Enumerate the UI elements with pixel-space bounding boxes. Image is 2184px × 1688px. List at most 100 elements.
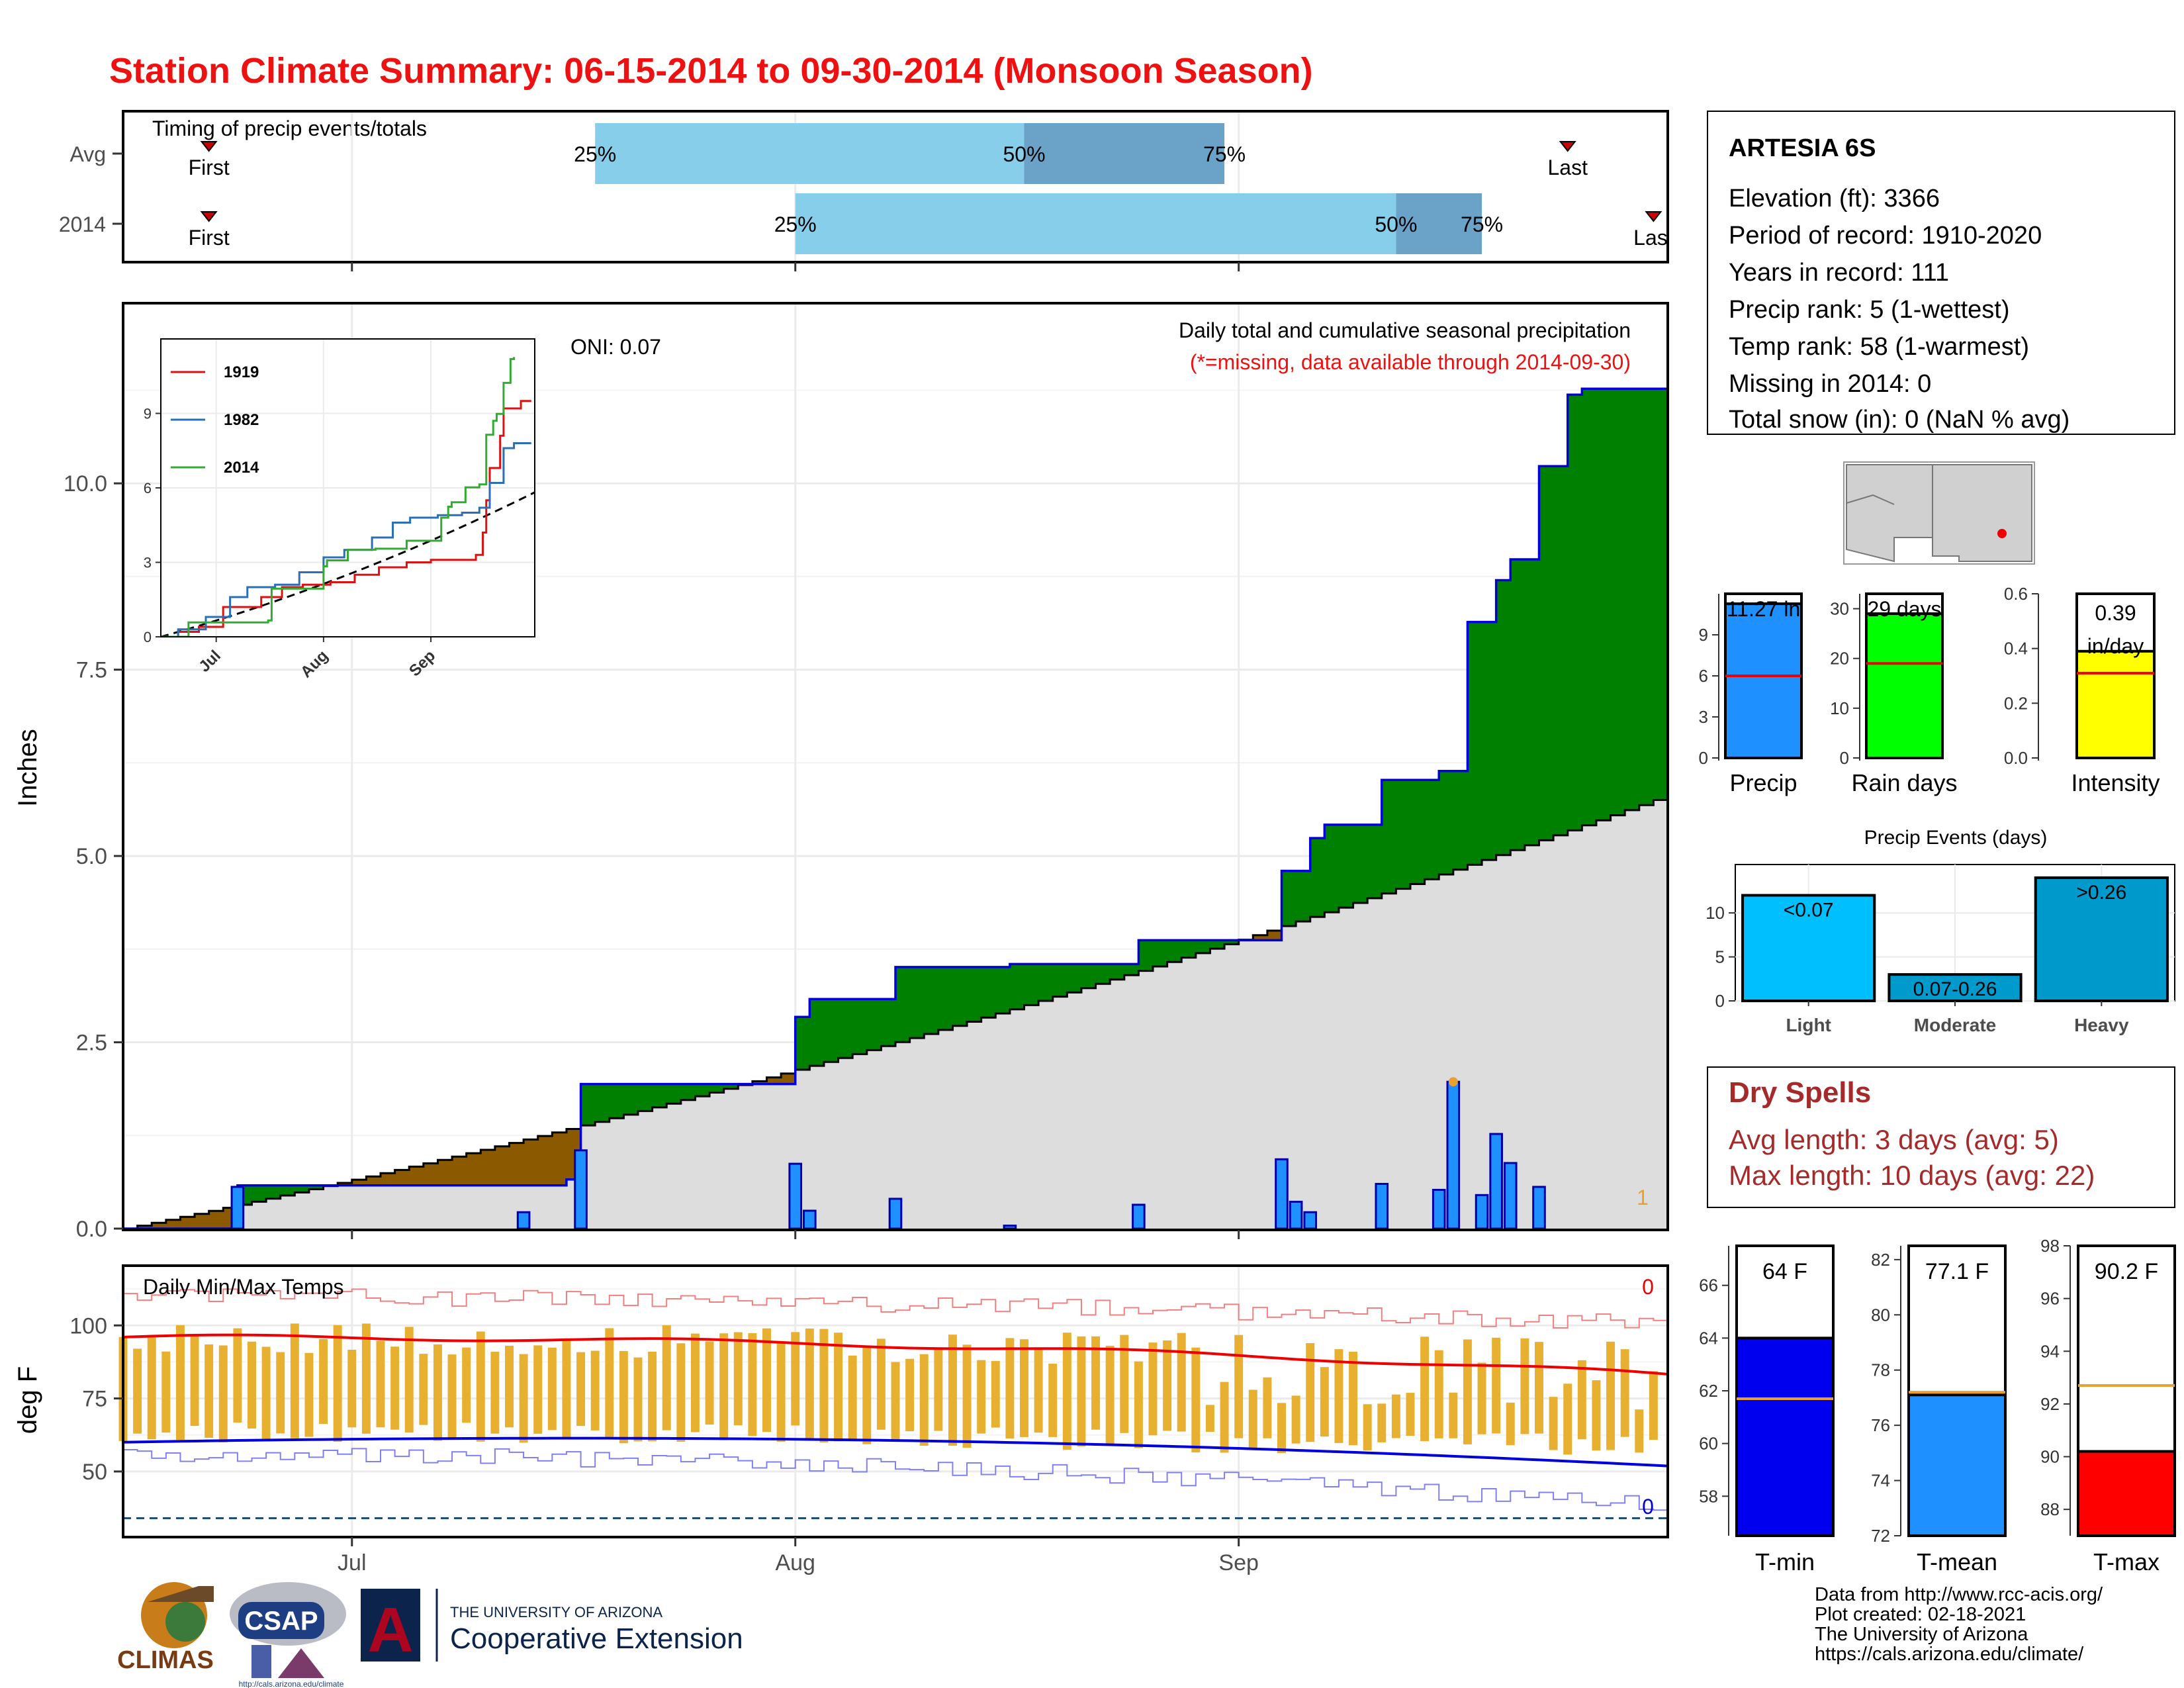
daily-temp-range-bar — [776, 1343, 786, 1442]
daily-temp-range-bar — [819, 1329, 829, 1443]
inset-legend-label: 1919 — [224, 363, 259, 381]
above-average-fill — [652, 1084, 667, 1107]
daily-temp-range-bar — [1520, 1338, 1529, 1434]
cumulative-base-fill — [981, 1017, 996, 1229]
daily-temp-range-bar — [1005, 1338, 1015, 1439]
daily-temp-range-bar — [1077, 1336, 1086, 1447]
last-event-marker — [1559, 141, 1576, 152]
cumulative-base-fill — [1124, 975, 1139, 1229]
daily-temp-range-bar — [248, 1341, 256, 1429]
daily-temp-range-bar — [962, 1344, 972, 1448]
above-average-fill — [680, 1084, 696, 1100]
first-event-label: First — [189, 226, 230, 250]
above-average-fill — [1110, 964, 1125, 980]
below-average-fill — [752, 1081, 768, 1084]
daily-temp-range-bar — [433, 1344, 442, 1441]
cumulative-base-fill — [1167, 962, 1182, 1229]
cumulative-base-fill — [680, 1100, 696, 1229]
above-average-fill — [838, 999, 853, 1058]
main-frame — [122, 302, 1669, 1231]
daily-temp-range-bar — [1020, 1339, 1028, 1437]
above-average-fill — [981, 966, 996, 1018]
cumulative-base-fill — [266, 1198, 281, 1229]
cumulative-base-fill — [738, 1085, 753, 1229]
cumulative-base-fill — [866, 1050, 882, 1229]
below-average-fill — [351, 1180, 367, 1186]
daily-temp-range-bar — [619, 1350, 628, 1444]
tmax-record-count: 0 — [1642, 1275, 1654, 1299]
timing-label-25: 25% — [574, 142, 616, 166]
daily-temp-range-bar — [991, 1361, 1000, 1428]
climas-wordmark: CLIMAS — [117, 1646, 214, 1674]
cumulative-base-fill — [1081, 988, 1097, 1229]
cumulative-base-fill — [381, 1185, 396, 1229]
dry-spells-max: Max length: 10 days (avg: 22) — [1729, 1160, 2095, 1191]
daily-temp-range-bar — [419, 1354, 428, 1425]
above-average-fill — [295, 1185, 310, 1193]
above-average-fill — [1653, 389, 1668, 800]
cumulative-base-fill — [1195, 953, 1211, 1229]
station-location-dot — [1997, 529, 2007, 538]
new-mexico-shape — [1932, 464, 2032, 562]
inset-y-tick-label: 3 — [144, 555, 152, 571]
temp-y-tick-label: 100 — [69, 1313, 107, 1338]
temp-summary-category-label: T-min — [1755, 1548, 1815, 1575]
daily-precip-bar — [803, 1209, 817, 1230]
cumulative-base-fill — [1625, 810, 1640, 1229]
daily-temp-range-bar — [1291, 1395, 1300, 1444]
above-average-fill — [1582, 389, 1597, 825]
temp-x-tick-label: Sep — [1218, 1550, 1259, 1575]
cumulative-base-fill — [1009, 1009, 1025, 1229]
daily-temp-range-bar — [1134, 1361, 1143, 1448]
temp-summary-value-label: 90.2 F — [2095, 1259, 2158, 1284]
daily-temp-range-bar — [190, 1334, 199, 1427]
cumulative-base-fill — [881, 1046, 896, 1229]
daily-temp-range-bar — [1062, 1333, 1071, 1450]
daily-temp-range-bar — [175, 1325, 185, 1440]
daily-temp-range-bar — [547, 1347, 557, 1430]
csap-bars — [251, 1645, 271, 1678]
above-average-fill — [1424, 780, 1439, 880]
temp-summary-tick-label: 66 — [1699, 1276, 1718, 1295]
above-average-fill — [1138, 940, 1154, 971]
events-title: Precip Events (days) — [1864, 827, 2048, 849]
record-min-line — [123, 1448, 1668, 1511]
cumulative-base-fill — [1095, 984, 1111, 1229]
above-average-fill — [609, 1084, 624, 1119]
daily-temp-range-bar — [333, 1325, 342, 1442]
daily-temp-range-bar — [1248, 1389, 1257, 1449]
above-average-fill — [952, 966, 968, 1026]
above-average-fill — [995, 966, 1011, 1014]
daily-temp-range-bar — [1263, 1377, 1272, 1438]
events-y-tick-label: 5 — [1715, 947, 1725, 967]
summary-y-tick-label: 6 — [1699, 666, 1708, 686]
climas-emblem-inner — [165, 1602, 205, 1642]
average-tmin-line — [122, 1436, 1668, 1468]
daily-precip-bar — [1132, 1203, 1146, 1230]
daily-temp-range-bar — [1563, 1383, 1572, 1455]
below-average-fill — [537, 1136, 553, 1186]
timing-bar-25-50 — [595, 123, 1024, 184]
csap-wordmark: CSAP — [244, 1607, 318, 1636]
timing-label-50: 50% — [1003, 142, 1045, 166]
temp-summary-bar — [1735, 1336, 1835, 1537]
below-average-fill — [1253, 935, 1268, 941]
above-average-fill — [1596, 389, 1612, 821]
cumulative-base-fill — [552, 1185, 567, 1229]
above-average-fill — [580, 1084, 596, 1126]
daily-temp-range-bar — [1449, 1392, 1458, 1438]
daily-temp-range-bar — [1105, 1345, 1115, 1446]
daily-precip-bar — [1375, 1182, 1389, 1230]
daily-temp-range-bar — [1434, 1350, 1443, 1438]
daily-temp-range-bar — [805, 1328, 814, 1438]
below-average-fill — [452, 1156, 467, 1186]
daily-temp-range-bar — [1048, 1364, 1058, 1437]
temp-summary-tick-label: 58 — [1699, 1486, 1718, 1506]
cumulative-base-fill — [838, 1058, 853, 1229]
daily-precip-bar — [574, 1149, 588, 1230]
below-average-fill — [152, 1223, 167, 1229]
above-average-fill — [623, 1084, 639, 1115]
cumulative-base-fill — [638, 1111, 653, 1229]
cumulative-base-fill — [466, 1185, 481, 1229]
above-average-fill — [1567, 395, 1582, 831]
